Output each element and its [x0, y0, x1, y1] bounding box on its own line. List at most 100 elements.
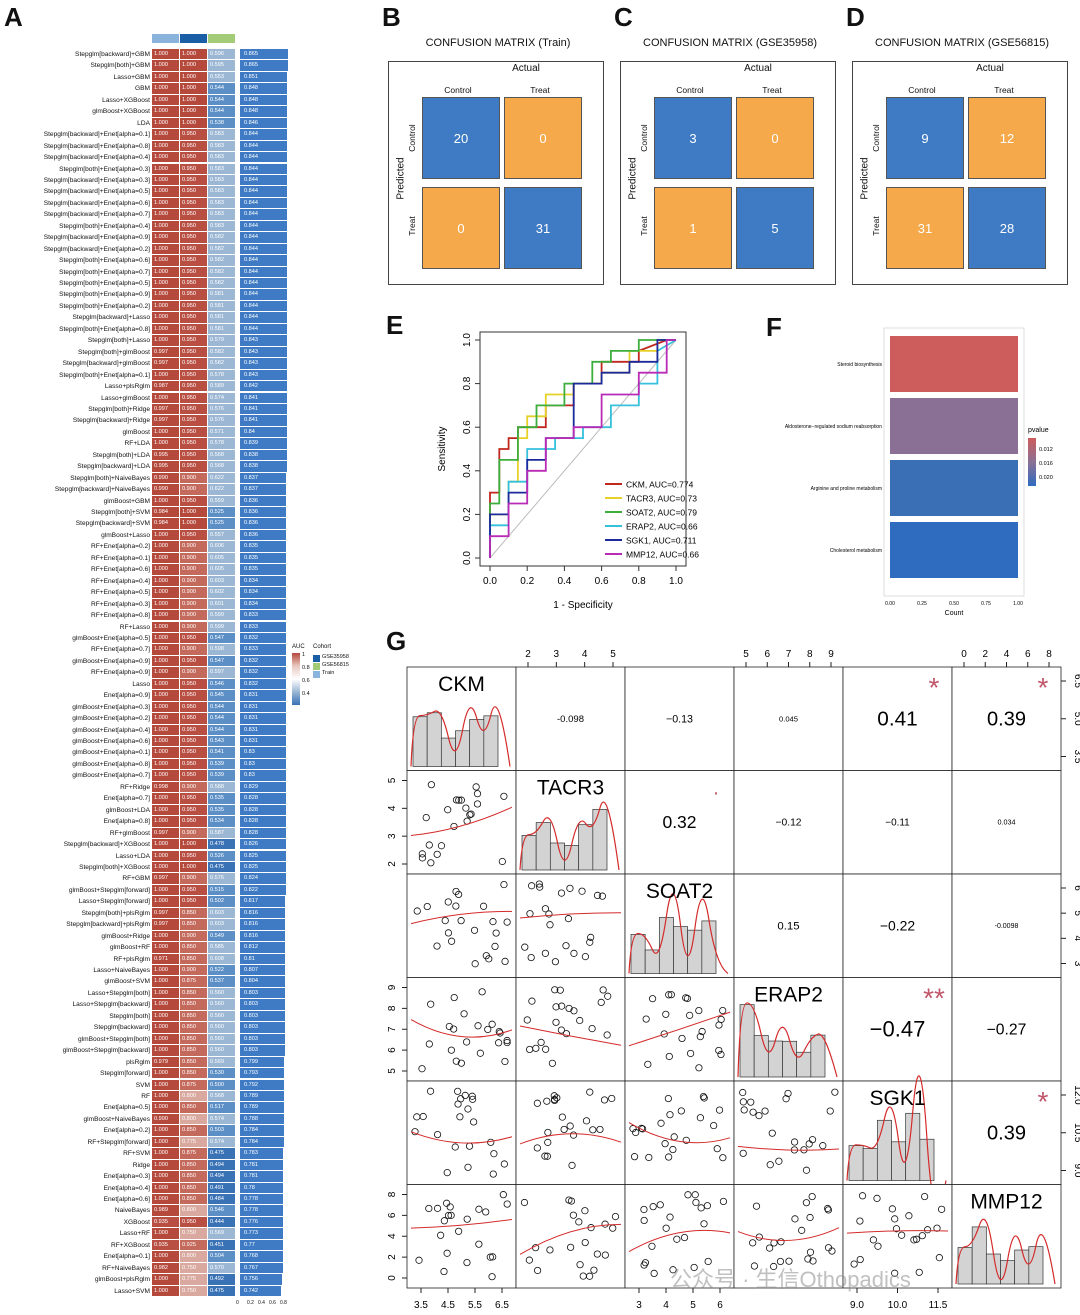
scatter-point — [462, 804, 470, 812]
y-tick-label: 0.2 — [462, 507, 473, 521]
scatter-point — [582, 1117, 591, 1125]
scatter-point — [686, 1011, 694, 1019]
panel-label-f: F — [766, 312, 782, 342]
scatter-point — [503, 918, 511, 926]
significance-stars: * — [1038, 1086, 1049, 1117]
scatter-point — [463, 1215, 471, 1223]
mean-auc-bar: 0.844 — [240, 266, 287, 277]
scatter-point — [495, 1027, 503, 1036]
heatmap-cell: 0.560 — [208, 1022, 235, 1033]
cm-actual-label: Actual — [512, 63, 540, 74]
heatmap-row-label: RF+Enet[alpha=0.6] — [90, 566, 150, 574]
cm-cell: 1 — [654, 187, 732, 269]
heatmap-row-label: RF+Lasso — [119, 623, 150, 631]
mean-auc-bar: 0.833 — [240, 610, 287, 621]
heatmap-cell: 1.000 — [152, 335, 179, 346]
correlation-value: −0.11 — [885, 818, 910, 829]
mean-auc-bar: 0.848 — [240, 83, 288, 94]
heatmap-cell: 0.605 — [208, 564, 235, 575]
scatter-point — [784, 1089, 792, 1098]
scatter-point — [665, 991, 673, 999]
heatmap-cell: 0.581 — [208, 300, 235, 312]
heatmap-cell: 1.000 — [152, 529, 179, 541]
scatter-point — [473, 790, 482, 798]
mean-auc-bar: 0.851 — [240, 71, 288, 83]
scatter-point — [545, 910, 553, 918]
scatter-point — [533, 1099, 541, 1107]
bar-axis-tick: 0.4 — [258, 1300, 265, 1307]
heatmap-cell: 0.900 — [180, 564, 207, 575]
scatter-point — [452, 1057, 460, 1065]
mean-auc-bar: 0.844 — [240, 186, 287, 197]
histogram-bar — [483, 715, 499, 767]
heatmap-cell: 0.900 — [180, 873, 207, 884]
histogram-bar — [862, 1148, 878, 1181]
top-tick-label: 5 — [743, 649, 749, 660]
variable-label: TACR3 — [537, 777, 604, 800]
heatmap-cell: 0.850 — [180, 999, 207, 1010]
heatmap-cell: 0.950 — [180, 381, 207, 392]
left-tick-label: 3 — [387, 833, 398, 839]
mean-auc-bar: 0.789 — [240, 1102, 284, 1113]
heatmap-row-label: Stepglm[backward]+Enet[alpha=0.5] — [43, 188, 150, 196]
heatmap-row-label: glmBoost+SVM — [104, 978, 150, 986]
scatter-point — [491, 942, 499, 951]
heatmap-row-label: RF+plsRglm — [113, 955, 150, 963]
scatter-point — [686, 1049, 695, 1058]
mean-auc-bar: 0.833 — [240, 621, 287, 632]
scatter-point — [463, 1038, 471, 1046]
heatmap-cell: 0.526 — [208, 850, 235, 861]
mean-auc-bar: 0.831 — [240, 690, 287, 701]
variable-label: ERAP2 — [754, 984, 823, 1007]
scatter-point — [596, 1125, 604, 1134]
heatmap-row-label: Stepglm[backward] — [93, 1024, 150, 1032]
pairs-cell — [624, 1080, 735, 1185]
heatmap-cell: 0.582 — [208, 255, 235, 266]
enrichment-bar — [890, 398, 1018, 454]
histogram-bar — [985, 1253, 1001, 1285]
mean-auc-bar: 0.789 — [240, 1090, 284, 1102]
pairs-cell — [733, 1080, 844, 1185]
scatter-point — [433, 942, 441, 950]
scatter-point — [874, 1242, 882, 1250]
scatter-point — [828, 1247, 836, 1255]
scatter-point — [467, 810, 475, 818]
variable-label: SOAT2 — [646, 880, 713, 903]
heatmap-cell: 1.000 — [152, 690, 179, 701]
mean-auc-bar: 0.781 — [240, 1159, 284, 1171]
cm-cell: 9 — [886, 97, 964, 179]
top-tick-label: 3 — [554, 649, 560, 660]
cohort-legend-label: GSE56815 — [322, 662, 349, 668]
scatter-point — [648, 1242, 656, 1250]
scatter-point — [558, 1002, 566, 1010]
mean-auc-bar: 0.844 — [240, 243, 287, 255]
heatmap-cell: 0.543 — [208, 736, 235, 747]
scatter-point — [642, 1015, 650, 1023]
heatmap-row-label: Enet[alpha=0.7] — [103, 795, 150, 803]
y-tick-label: 1.0 — [462, 333, 473, 347]
heatmap-row-label: glmBoost+Enet[alpha=0.8] — [72, 760, 150, 768]
scatter-point — [790, 1138, 799, 1146]
left-tick-label: 8 — [387, 1005, 398, 1011]
heatmap-cell: 0.478 — [208, 839, 235, 850]
heatmap-cell: 0.544 — [208, 83, 235, 94]
mean-auc-bar: 0.803 — [240, 1010, 285, 1022]
heatmap-cell: 0.603 — [208, 919, 235, 930]
mean-auc-bar: 0.844 — [240, 129, 287, 140]
scatter-point — [557, 1026, 565, 1034]
heatmap-cell: 0.997 — [152, 403, 179, 415]
mean-auc-bar: 0.828 — [240, 804, 286, 816]
heatmap-cell: 0.775 — [180, 1274, 207, 1285]
heatmap-row-label: RF+Enet[alpha=0.3] — [90, 600, 150, 608]
heatmap-cell: 0.574 — [208, 1113, 235, 1125]
heatmap-cell: 0.950 — [180, 140, 207, 152]
mean-auc-bar: 0.832 — [240, 678, 287, 690]
scatter-point — [856, 1217, 864, 1225]
heatmap-row-label: glmBoost+Enet[alpha=0.6] — [72, 738, 150, 745]
legend-tick: 0.012 — [1039, 447, 1053, 453]
heatmap-row-label: Stepglm[backward]+Enet[alpha=0.9] — [43, 234, 150, 242]
scatter-point — [533, 1144, 541, 1152]
mean-auc-bar: 0.829 — [240, 781, 286, 793]
heatmap-cell: 1.000 — [152, 678, 179, 690]
heatmap-cell: 0.559 — [208, 495, 235, 506]
